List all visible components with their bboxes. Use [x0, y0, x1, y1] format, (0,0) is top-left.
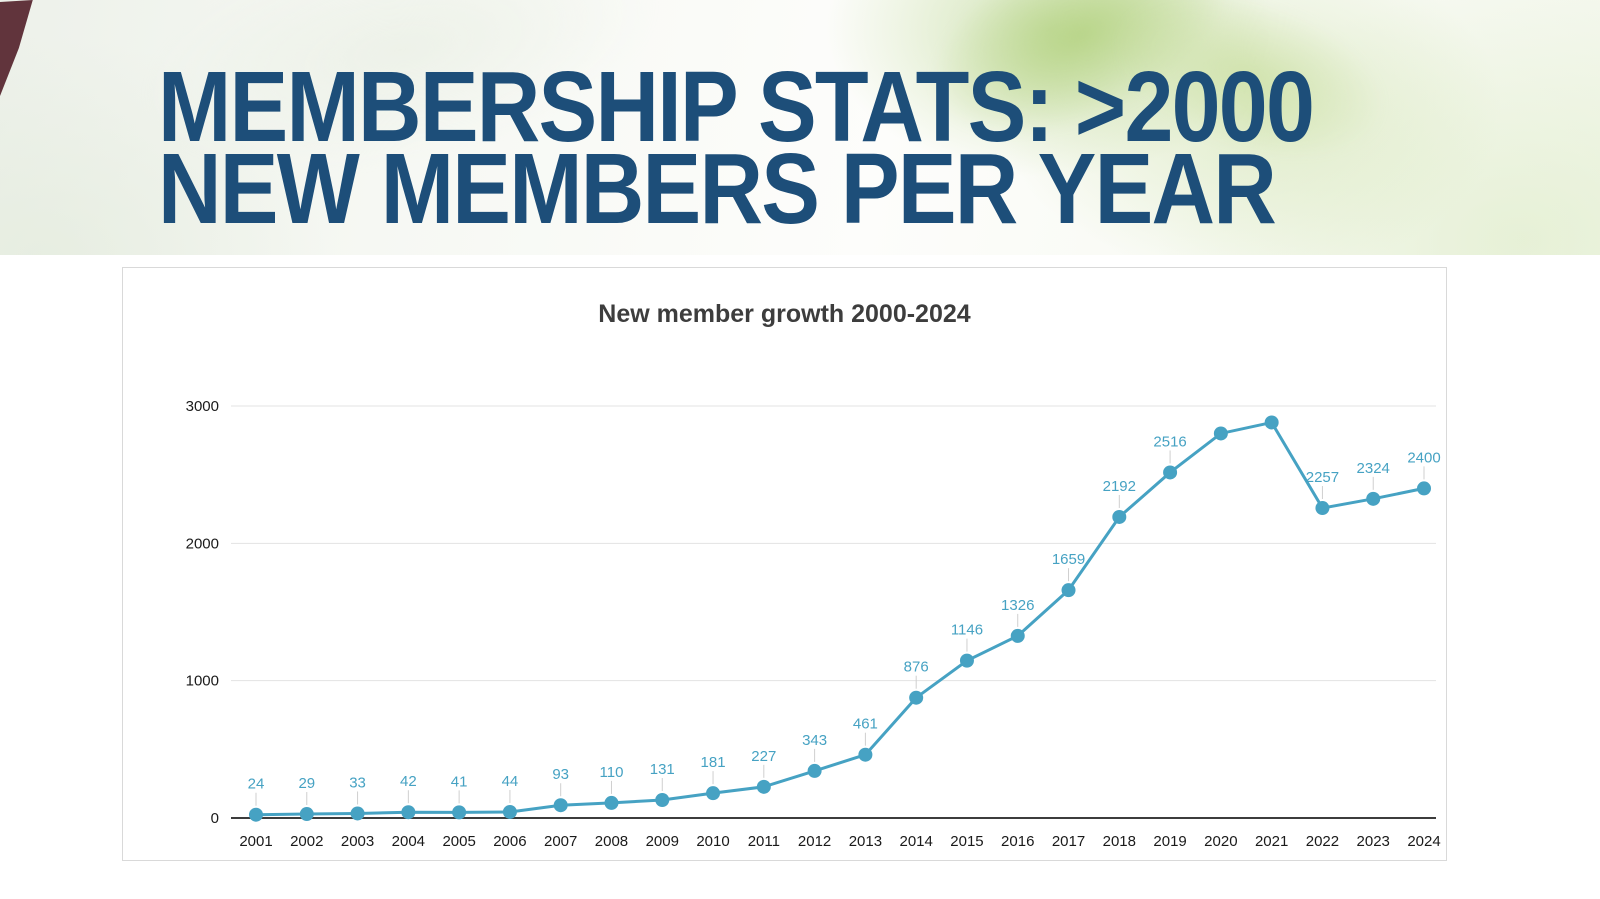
x-axis-tick-label: 2001 [239, 833, 272, 850]
data-point [1061, 583, 1076, 598]
x-axis-tick-label: 2011 [748, 833, 780, 850]
x-axis-tick-label: 2015 [950, 833, 983, 850]
data-point-label: 227 [751, 748, 776, 765]
y-axis-tick-label: 2000 [186, 535, 219, 552]
data-point [1366, 491, 1381, 506]
data-point [1112, 509, 1127, 524]
data-point [1213, 426, 1228, 441]
data-point [706, 786, 721, 801]
data-point [1315, 501, 1330, 516]
data-point-label: 44 [502, 773, 519, 790]
data-point [502, 804, 517, 819]
chart-card: New member growth 2000-2024 0 1000 2000 300… [122, 267, 1447, 861]
data-point [299, 807, 314, 822]
data-point-label: 2192 [1103, 478, 1136, 495]
data-point [1417, 481, 1431, 496]
data-point [909, 690, 924, 705]
data-point-label: 181 [701, 754, 726, 771]
y-axis-tick-label: 0 [211, 810, 219, 827]
data-point [858, 747, 873, 762]
x-axis-tick-label: 2022 [1306, 833, 1339, 850]
x-axis-tick-label: 2020 [1204, 833, 1237, 850]
data-point-label: 343 [802, 732, 827, 749]
data-point-label: 1659 [1052, 551, 1085, 568]
data-point-label: 2516 [1153, 433, 1186, 450]
x-axis-tick-label: 2023 [1357, 833, 1390, 850]
x-axis-tick-label: 2012 [798, 833, 831, 850]
x-axis-tick-label: 2021 [1255, 833, 1288, 850]
x-axis-tick-label: 2018 [1103, 833, 1136, 850]
x-axis-tick-label: 2017 [1052, 833, 1085, 850]
data-point [350, 806, 365, 821]
header-banner: MEMBERSHIP STATS: >2000 NEW MEMBERS PER Y… [0, 0, 1600, 255]
dark-leaf-decoration [0, 0, 33, 96]
data-point-label: 110 [600, 764, 624, 781]
data-point-label: 41 [451, 773, 468, 790]
x-axis-tick-label: 2005 [442, 833, 475, 850]
x-axis-tick-label: 2009 [646, 833, 679, 850]
y-axis-tick-label: 1000 [186, 673, 219, 690]
chart-title: New member growth 2000-2024 [598, 300, 971, 328]
data-point-label: 1326 [1001, 597, 1034, 614]
data-point-label: 24 [248, 776, 265, 793]
data-point [452, 805, 467, 820]
data-point [1010, 628, 1025, 643]
data-point-label: 2257 [1306, 469, 1339, 486]
data-point [959, 653, 974, 668]
data-point [249, 807, 263, 822]
data-point-label: 93 [552, 766, 569, 783]
growth-chart-svg: 0 1000 2000 3000 2001 2002 2003 2004 2005 2006 200… [186, 398, 1441, 850]
x-axis-tick-label: 2024 [1407, 833, 1440, 850]
data-point-label: 461 [853, 716, 878, 733]
x-axis-tick-label: 2014 [899, 833, 932, 850]
data-point-label: 876 [904, 659, 929, 676]
x-axis-tick-label: 2006 [493, 833, 526, 850]
x-axis-tick-label: 2019 [1153, 833, 1186, 850]
page-title-line2: NEW MEMBERS PER YEAR [158, 133, 1277, 245]
x-axis-tick-label: 2010 [696, 833, 729, 850]
data-point [1264, 415, 1279, 430]
data-point [401, 805, 416, 820]
page-title-line1: MEMBERSHIP STATS: >2000 [158, 51, 1315, 163]
data-point-label: 33 [349, 774, 366, 791]
data-point-label: 2400 [1407, 449, 1440, 466]
data-point [1163, 465, 1178, 480]
data-point [807, 763, 822, 778]
x-axis-tick-label: 2004 [392, 833, 425, 850]
x-axis-tick-label: 2007 [544, 833, 577, 850]
data-point-label: 29 [298, 775, 315, 792]
data-point-label: 2324 [1357, 460, 1390, 477]
data-point-label: 131 [650, 761, 675, 778]
data-point-label: 1146 [951, 622, 983, 639]
x-axis-tick-label: 2003 [341, 833, 374, 850]
x-axis-tick-label: 2008 [595, 833, 628, 850]
data-point [756, 779, 771, 794]
data-point [553, 798, 568, 813]
x-axis-tick-label: 2013 [849, 833, 882, 850]
data-point [655, 793, 670, 808]
data-point-label: 42 [400, 773, 417, 790]
x-axis-tick-label: 2002 [290, 833, 323, 850]
data-point [604, 795, 619, 810]
page-title: MEMBERSHIP STATS: >2000 NEW MEMBERS PER Y… [158, 57, 1315, 239]
series-line [255, 420, 1425, 817]
x-axis-tick-label: 2016 [1001, 833, 1034, 850]
y-axis-tick-label: 3000 [186, 398, 219, 415]
